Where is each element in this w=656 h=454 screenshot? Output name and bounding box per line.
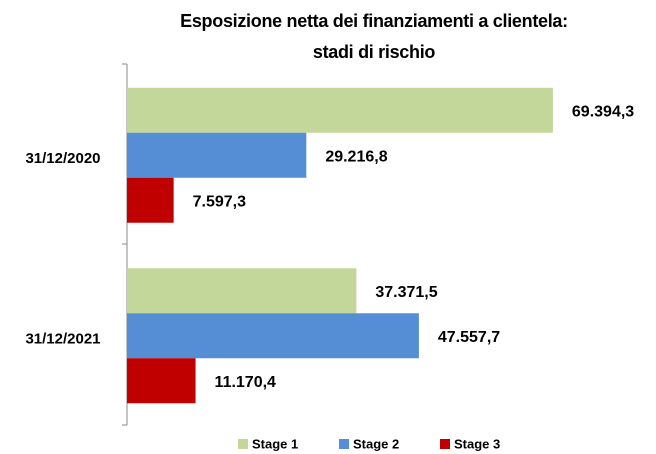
data-label: 69.394,3	[572, 103, 634, 120]
data-label: 7.597,3	[193, 193, 246, 210]
bar	[127, 177, 174, 223]
legend-swatch	[440, 439, 450, 449]
data-label: 11.170,4	[215, 374, 277, 391]
legend-label: Stage 3	[454, 436, 500, 451]
bar	[127, 87, 553, 133]
legend-label: Stage 2	[353, 436, 399, 451]
chart-title: Esposizione netta dei finanziamenti a cl…	[180, 11, 568, 31]
legend-swatch	[238, 439, 248, 449]
category-label: 31/12/2020	[25, 150, 100, 167]
legend-swatch	[339, 439, 349, 449]
bar	[127, 358, 196, 404]
category-label: 31/12/2021	[25, 331, 100, 348]
bar	[127, 313, 419, 359]
data-label: 29.216,8	[325, 148, 387, 165]
legend-label: Stage 1	[252, 436, 298, 451]
bar	[127, 132, 307, 178]
data-label: 37.371,5	[375, 284, 437, 301]
data-label: 47.557,7	[438, 329, 500, 346]
chart-title: stadi di rischio	[313, 42, 436, 62]
bar	[127, 268, 357, 314]
